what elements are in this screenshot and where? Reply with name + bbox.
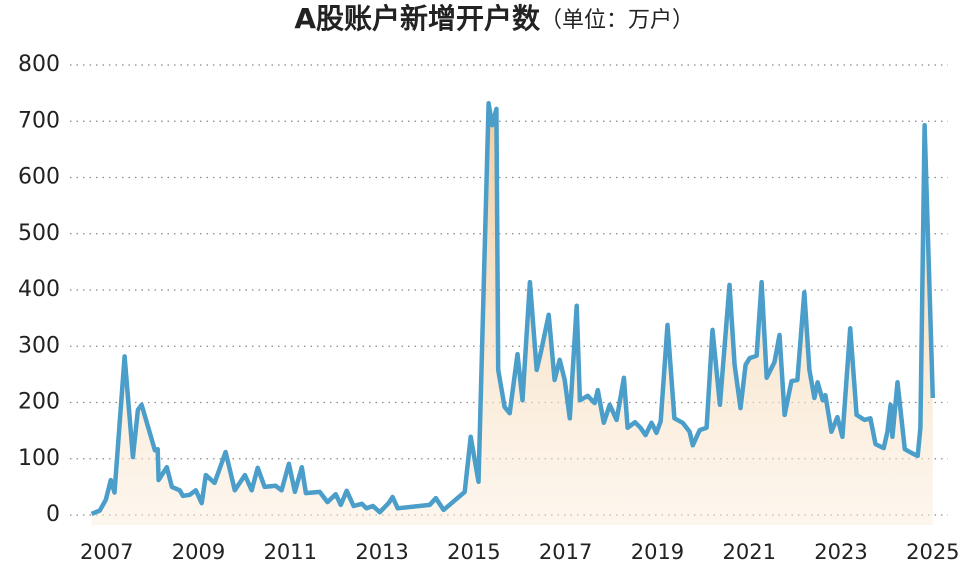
y-tick-label: 500 xyxy=(18,221,60,246)
x-tick-label: 2009 xyxy=(172,540,225,564)
x-tick-label: 2021 xyxy=(723,540,776,564)
chart-title: A股账户新增开户数 xyxy=(294,2,541,35)
x-tick-label: 2015 xyxy=(447,540,500,564)
x-tick-label: 2007 xyxy=(80,540,133,564)
y-tick-label: 600 xyxy=(18,165,60,190)
y-tick-label: 800 xyxy=(18,52,60,77)
y-tick-label: 0 xyxy=(46,502,60,527)
x-tick-label: 2019 xyxy=(631,540,684,564)
x-tick-label: 2013 xyxy=(355,540,408,564)
y-tick-label: 200 xyxy=(18,390,60,415)
area xyxy=(91,103,933,526)
x-tick-label: 2023 xyxy=(814,540,867,564)
y-tick-label: 400 xyxy=(18,277,60,302)
x-tick-label: 2017 xyxy=(539,540,592,564)
y-tick-label: 700 xyxy=(18,108,60,133)
chart-subtitle: （单位：万户） xyxy=(540,8,694,33)
x-tick-label: 2025 xyxy=(906,540,959,564)
line xyxy=(90,101,936,516)
x-tick-label: 2011 xyxy=(264,540,317,564)
y-tick-label: 100 xyxy=(18,446,60,471)
y-tick-label: 300 xyxy=(18,333,60,358)
